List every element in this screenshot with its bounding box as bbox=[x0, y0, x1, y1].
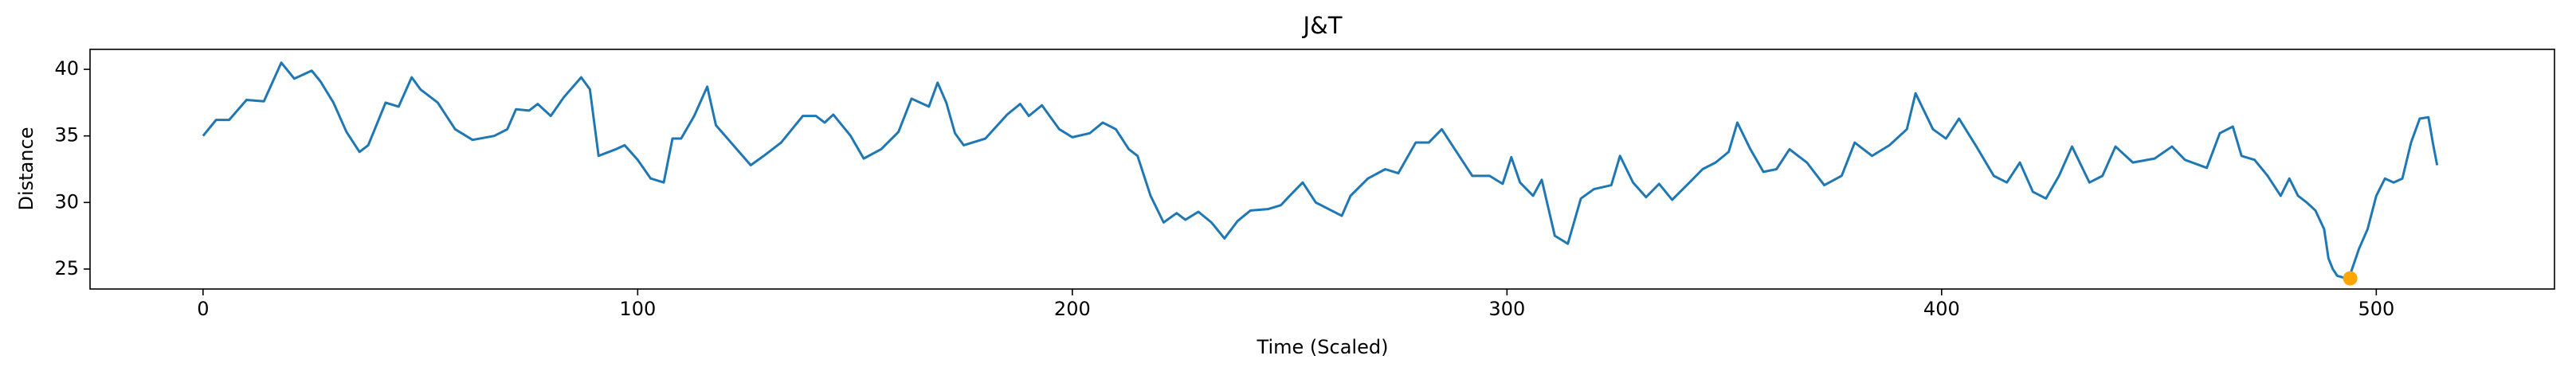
plot-frame bbox=[89, 49, 2555, 290]
x-axis-label: Time (Scaled) bbox=[1257, 336, 1389, 358]
chart-title: J&T bbox=[1302, 12, 1343, 39]
x-tick-label: 0 bbox=[197, 298, 209, 320]
data-line bbox=[202, 61, 2439, 280]
x-tick-label: 200 bbox=[1054, 298, 1091, 320]
y-tick-label: 35 bbox=[54, 124, 79, 146]
highlight-point bbox=[2343, 271, 2358, 286]
x-tick-label: 300 bbox=[1488, 298, 1525, 320]
y-tick-label: 40 bbox=[54, 57, 79, 80]
x-tick-label: 100 bbox=[619, 298, 656, 320]
y-tick-label: 25 bbox=[54, 257, 79, 279]
y-tick-label: 30 bbox=[54, 190, 79, 213]
y-axis-label: Distance bbox=[15, 127, 37, 211]
x-tick-label: 400 bbox=[1923, 298, 1960, 320]
x-tick-label: 500 bbox=[2358, 298, 2394, 320]
